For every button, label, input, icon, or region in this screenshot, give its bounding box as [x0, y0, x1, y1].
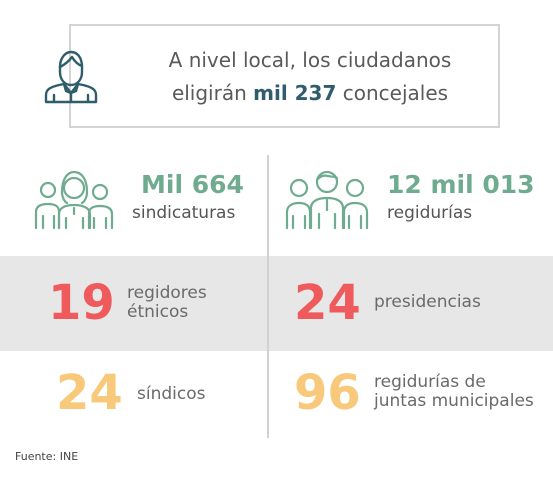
regidores-etnicos-number: 19	[48, 275, 115, 331]
sindicos-number: 24	[56, 365, 123, 421]
sindicos-label: síndicos	[137, 384, 206, 404]
presidencias-label: presidencias	[374, 292, 481, 312]
regidores-etnicos-label: regidores étnicos	[127, 284, 207, 322]
sindicaturas-number: Mil 664	[141, 170, 244, 199]
header-line-1: A nivel local, los ciudadanos	[168, 48, 452, 72]
header-line-2: eligirán mil 237 concejales	[140, 77, 480, 110]
presidencias-number: 24	[294, 275, 361, 331]
header-line-2-post: concejales	[336, 81, 449, 105]
header-line-2-bold: mil 237	[253, 81, 337, 105]
juntas-municipales-label: regidurías de juntas municipales	[374, 373, 534, 411]
regidores-etnicos-label-line-2: étnicos	[127, 302, 189, 322]
regidurias-number: 12 mil 013	[387, 170, 535, 199]
header-line-2-pre: eligirán	[171, 81, 254, 105]
header-box	[69, 24, 500, 128]
juntas-municipales-label-line-1: regidurías de	[374, 372, 486, 392]
middle-band	[0, 256, 553, 351]
person-icon	[42, 47, 100, 109]
juntas-municipales-label-line-2: juntas municipales	[374, 391, 534, 411]
regidurias-label: regidurías	[387, 203, 473, 223]
people-group-icon	[284, 166, 370, 236]
regidores-etnicos-label-line-1: regidores	[127, 283, 207, 303]
sindicaturas-label: sindicaturas	[132, 203, 236, 223]
source-note: Fuente: INE	[15, 450, 79, 463]
column-divider	[267, 155, 269, 438]
family-group-icon	[34, 168, 114, 236]
header-text: A nivel local, los ciudadanos eligirán m…	[140, 44, 480, 110]
juntas-municipales-number: 96	[294, 365, 361, 421]
